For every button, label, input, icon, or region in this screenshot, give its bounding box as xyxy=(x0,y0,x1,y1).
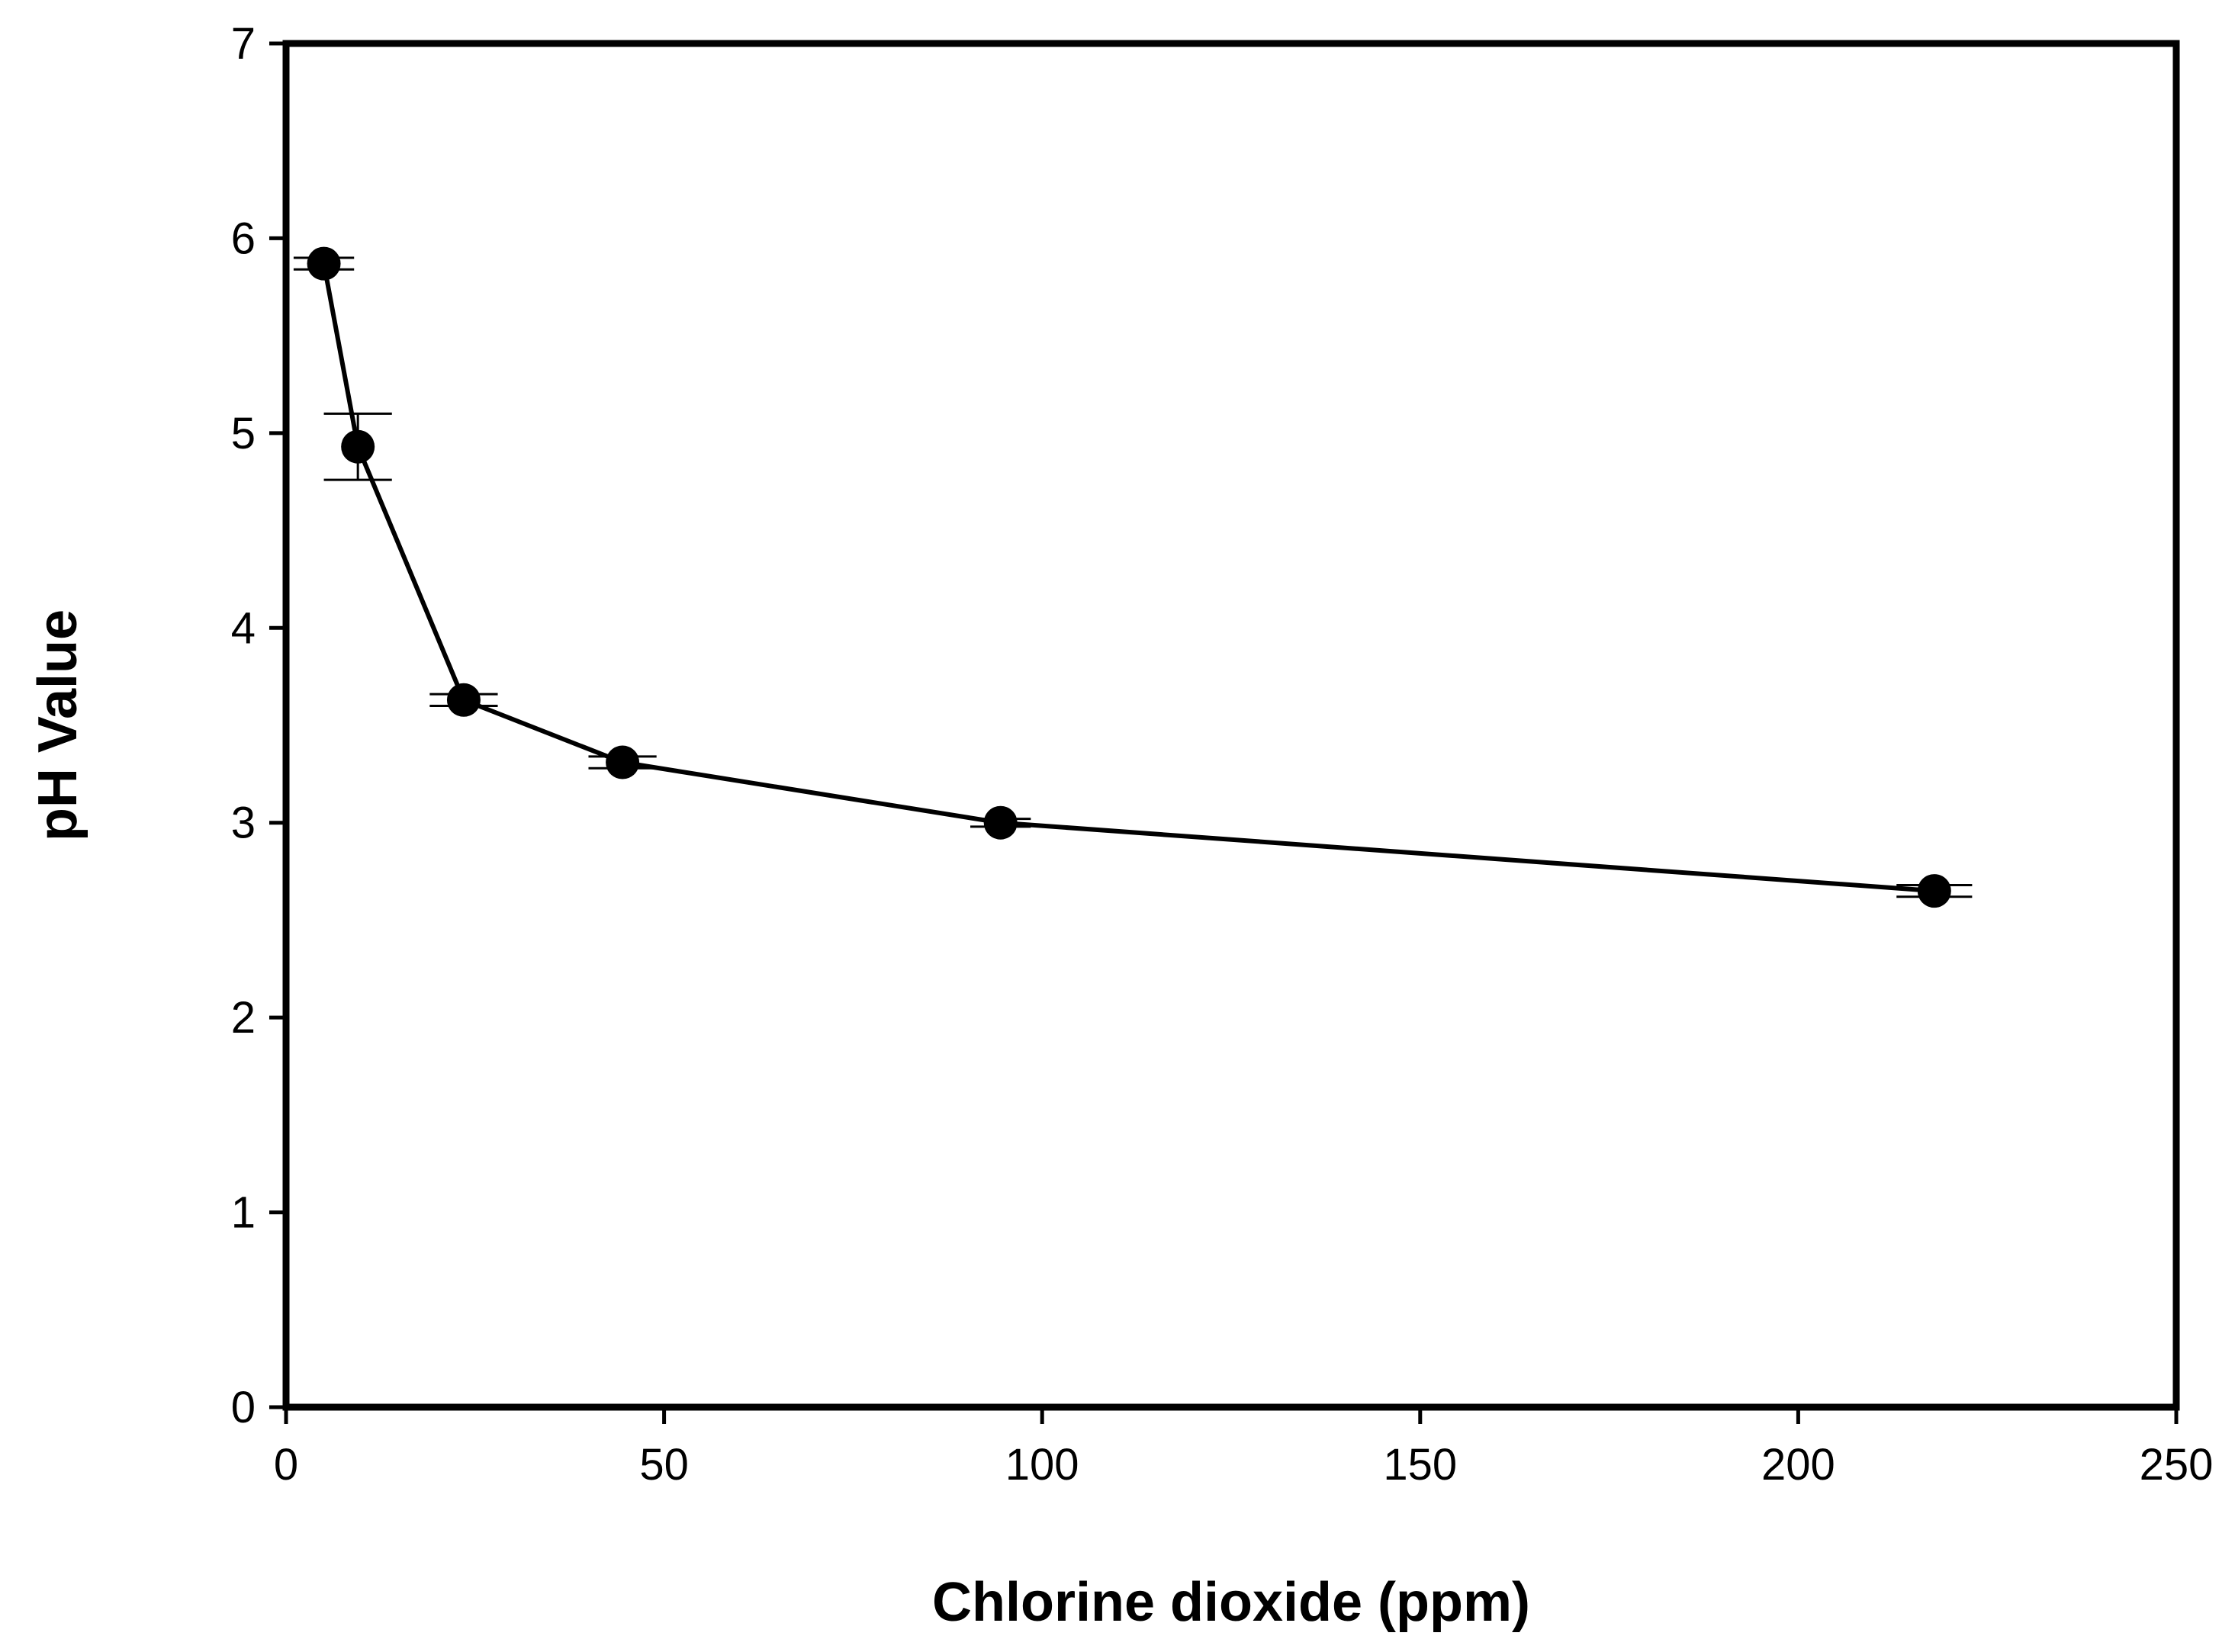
y-tick-label: 2 xyxy=(231,993,256,1043)
series-line xyxy=(321,263,1935,894)
plot-frame xyxy=(282,40,2180,1411)
data-point xyxy=(1917,874,1951,908)
y-tick-label: 4 xyxy=(231,603,256,653)
data-point xyxy=(307,246,341,281)
x-tick-label: 0 xyxy=(274,1440,298,1490)
y-tick-label: 5 xyxy=(231,409,256,458)
x-tick-label: 150 xyxy=(1383,1440,1457,1490)
y-tick-label: 1 xyxy=(231,1188,256,1238)
y-tick-label: 6 xyxy=(231,214,256,263)
data-point xyxy=(983,805,1018,840)
x-axis-ticks: 0 50 100 150 200 250 xyxy=(274,1407,2214,1490)
x-tick-label: 200 xyxy=(1761,1440,1835,1490)
y-tick-label: 3 xyxy=(231,799,256,848)
y-tick-label: 7 xyxy=(231,19,256,69)
x-axis-title: Chlorine dioxide (ppm) xyxy=(932,1572,1530,1633)
series-layer xyxy=(293,246,1973,908)
x-tick-label: 100 xyxy=(1005,1440,1079,1490)
y-axis-ticks: 0 1 2 3 4 5 6 7 xyxy=(231,19,286,1432)
data-point xyxy=(341,429,375,464)
y-tick-label: 0 xyxy=(231,1383,256,1432)
x-tick-label: 250 xyxy=(2140,1440,2214,1490)
x-tick-label: 50 xyxy=(639,1440,689,1490)
y-axis-title: pH Value xyxy=(27,609,88,841)
data-point xyxy=(606,745,640,779)
data-point xyxy=(446,683,481,717)
